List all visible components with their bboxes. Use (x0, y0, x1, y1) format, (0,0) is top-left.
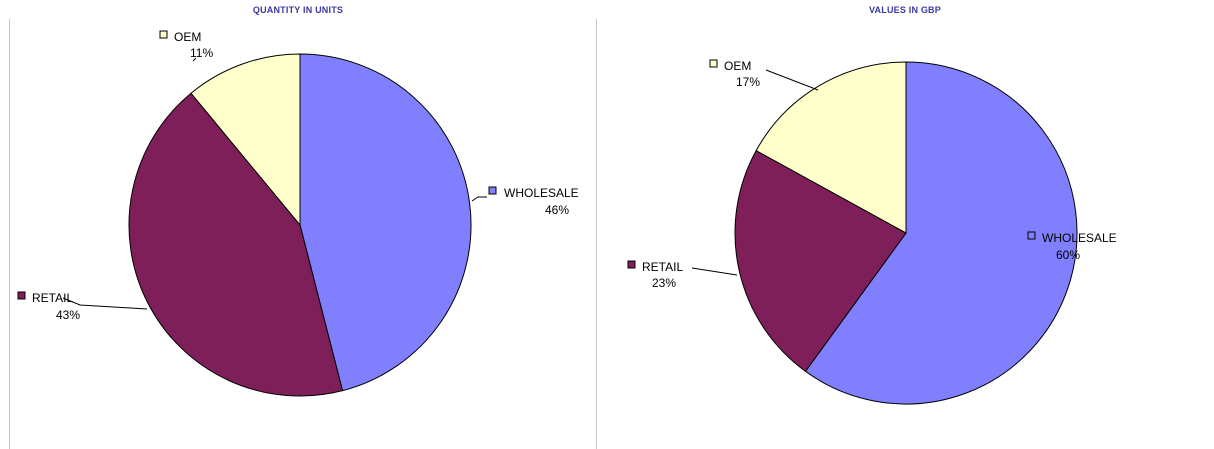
chart-values-plot: WHOLESALE 60% RETAIL 23% OEM 17% (627, 59, 1117, 405)
pie-slice-oem (190, 53, 301, 227)
leader-line-wholesale (471, 196, 487, 202)
chart-quantity-panel: QUANTITY IN UNITS WHOLESALE 46% RETAIL 43% O… (0, 0, 597, 449)
leader-line-retail (62, 297, 148, 310)
legend-key-wholesale (488, 186, 497, 195)
data-percent-retail: 23% (652, 276, 676, 290)
data-label-oem: OEM (174, 30, 201, 44)
leader-line-oem (765, 69, 819, 91)
data-label-wholesale: WHOLESALE (1042, 231, 1117, 245)
data-percent-oem: 17% (736, 75, 760, 89)
data-label-wholesale: WHOLESALE (504, 186, 579, 200)
data-label-retail: RETAIL (642, 260, 683, 274)
data-percent-wholesale: 60% (1056, 248, 1080, 262)
data-label-oem: OEM (724, 59, 751, 73)
chart-values-panel: VALUES IN GBP WHOLESALE 60% RETAIL 23% OEM 17… (596, 0, 1214, 449)
legend-key-oem (709, 59, 718, 68)
data-percent-oem: 11% (190, 46, 213, 60)
pie-slice-retail (734, 149, 907, 373)
pie-slice-oem (755, 61, 907, 234)
legend-key-oem (159, 30, 168, 39)
chart-quantity-plot: WHOLESALE 46% RETAIL 43% OEM 11% (17, 30, 579, 397)
leader-line-retail (691, 267, 738, 276)
legend-key-wholesale (1027, 231, 1036, 240)
chart-quantity-title: QUANTITY IN UNITS (252, 5, 344, 15)
pie-slice-retail (128, 92, 344, 397)
chart-quantity-frame (9, 19, 597, 449)
data-percent-retail: 43% (56, 308, 80, 322)
legend-key-retail (627, 260, 636, 269)
pie-slice-wholesale (804, 61, 1078, 405)
leader-line-oem (192, 57, 197, 62)
legend-key-retail (17, 291, 26, 300)
pie-slice-wholesale (299, 53, 472, 392)
chart-values-title: VALUES IN GBP (869, 5, 941, 15)
data-label-retail: RETAIL (32, 291, 73, 305)
data-percent-wholesale: 46% (545, 203, 569, 217)
